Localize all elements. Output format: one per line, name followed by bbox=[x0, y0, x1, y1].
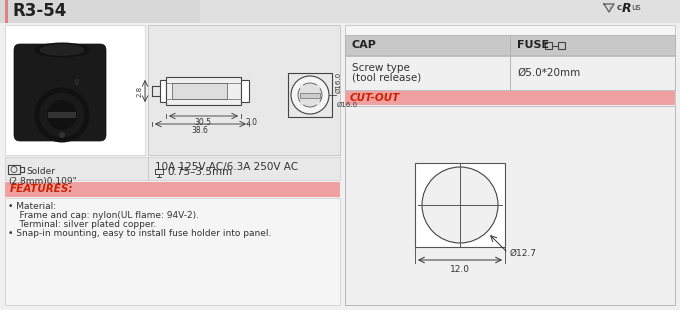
Ellipse shape bbox=[35, 87, 90, 143]
Text: R3: R3 bbox=[75, 76, 80, 84]
Bar bbox=[155, 169, 163, 174]
Bar bbox=[415, 163, 505, 247]
Bar bbox=[172, 83, 227, 99]
Ellipse shape bbox=[39, 44, 84, 56]
Text: 12.0: 12.0 bbox=[450, 265, 470, 274]
Text: Screw type: Screw type bbox=[352, 63, 410, 73]
Text: 2.8: 2.8 bbox=[137, 86, 143, 96]
Bar bbox=[288, 73, 332, 117]
Bar bbox=[510, 56, 675, 90]
Wedge shape bbox=[316, 101, 320, 106]
Ellipse shape bbox=[35, 42, 90, 57]
Text: • Material:: • Material: bbox=[8, 202, 56, 211]
Bar bbox=[345, 35, 510, 55]
Bar bbox=[345, 106, 675, 305]
Text: CAP: CAP bbox=[352, 40, 377, 50]
Bar bbox=[345, 91, 675, 105]
Bar bbox=[148, 25, 340, 155]
Text: FEATURES:: FEATURES: bbox=[10, 184, 73, 194]
Text: Frame and cap: nylon(UL flame: 94V-2).: Frame and cap: nylon(UL flame: 94V-2). bbox=[8, 211, 199, 220]
Bar bbox=[545, 42, 552, 49]
Wedge shape bbox=[316, 84, 320, 89]
Circle shape bbox=[298, 83, 322, 107]
Bar bbox=[300, 92, 320, 98]
Text: Ø16.0: Ø16.0 bbox=[337, 102, 358, 108]
Text: 0.75–3.5mm: 0.75–3.5mm bbox=[167, 167, 233, 177]
Bar bbox=[8, 165, 20, 174]
Circle shape bbox=[59, 132, 65, 138]
Text: R3-54: R3-54 bbox=[13, 2, 67, 20]
Text: 30.5: 30.5 bbox=[194, 118, 211, 127]
Text: (tool release): (tool release) bbox=[352, 73, 421, 83]
Wedge shape bbox=[299, 101, 304, 106]
Circle shape bbox=[422, 167, 498, 243]
Text: 10A 125V AC/6.3A 250V AC: 10A 125V AC/6.3A 250V AC bbox=[155, 162, 298, 172]
Bar bbox=[510, 35, 675, 55]
Bar bbox=[345, 25, 675, 305]
Bar bbox=[166, 77, 241, 105]
Bar bbox=[5, 182, 340, 197]
Bar bbox=[0, 0, 200, 23]
Bar bbox=[5, 157, 340, 180]
Text: 38.6: 38.6 bbox=[192, 126, 209, 135]
Text: us: us bbox=[631, 2, 641, 11]
Bar bbox=[5, 25, 145, 155]
Text: !: ! bbox=[608, 7, 610, 11]
Circle shape bbox=[291, 76, 329, 114]
Bar bbox=[5, 0, 8, 23]
Bar bbox=[345, 56, 510, 90]
Bar bbox=[160, 80, 166, 102]
Bar bbox=[5, 198, 340, 305]
Text: Ø5.0*20mm: Ø5.0*20mm bbox=[517, 68, 580, 78]
FancyBboxPatch shape bbox=[14, 44, 106, 141]
Text: c: c bbox=[617, 2, 622, 11]
Wedge shape bbox=[299, 84, 304, 89]
Text: (2.8mm)0.109": (2.8mm)0.109" bbox=[8, 177, 77, 186]
Bar bbox=[20, 167, 24, 172]
Bar bbox=[0, 0, 680, 23]
Bar bbox=[558, 42, 565, 49]
Text: Terminal: silver plated copper.: Terminal: silver plated copper. bbox=[8, 220, 156, 229]
Text: Solder: Solder bbox=[26, 167, 55, 176]
Text: FUSE: FUSE bbox=[517, 40, 549, 50]
Text: R: R bbox=[622, 2, 632, 15]
Bar bbox=[48, 112, 76, 118]
Text: Ø12.7: Ø12.7 bbox=[510, 249, 537, 258]
Text: • Snap-in mounting, easy to install fuse holder into panel.: • Snap-in mounting, easy to install fuse… bbox=[8, 229, 271, 238]
Text: CUT-OUT: CUT-OUT bbox=[350, 93, 401, 103]
Ellipse shape bbox=[39, 92, 84, 138]
Ellipse shape bbox=[47, 100, 77, 130]
Text: Ø16.0: Ø16.0 bbox=[336, 72, 342, 93]
Bar bbox=[241, 80, 249, 102]
Text: 2.0: 2.0 bbox=[246, 118, 258, 127]
